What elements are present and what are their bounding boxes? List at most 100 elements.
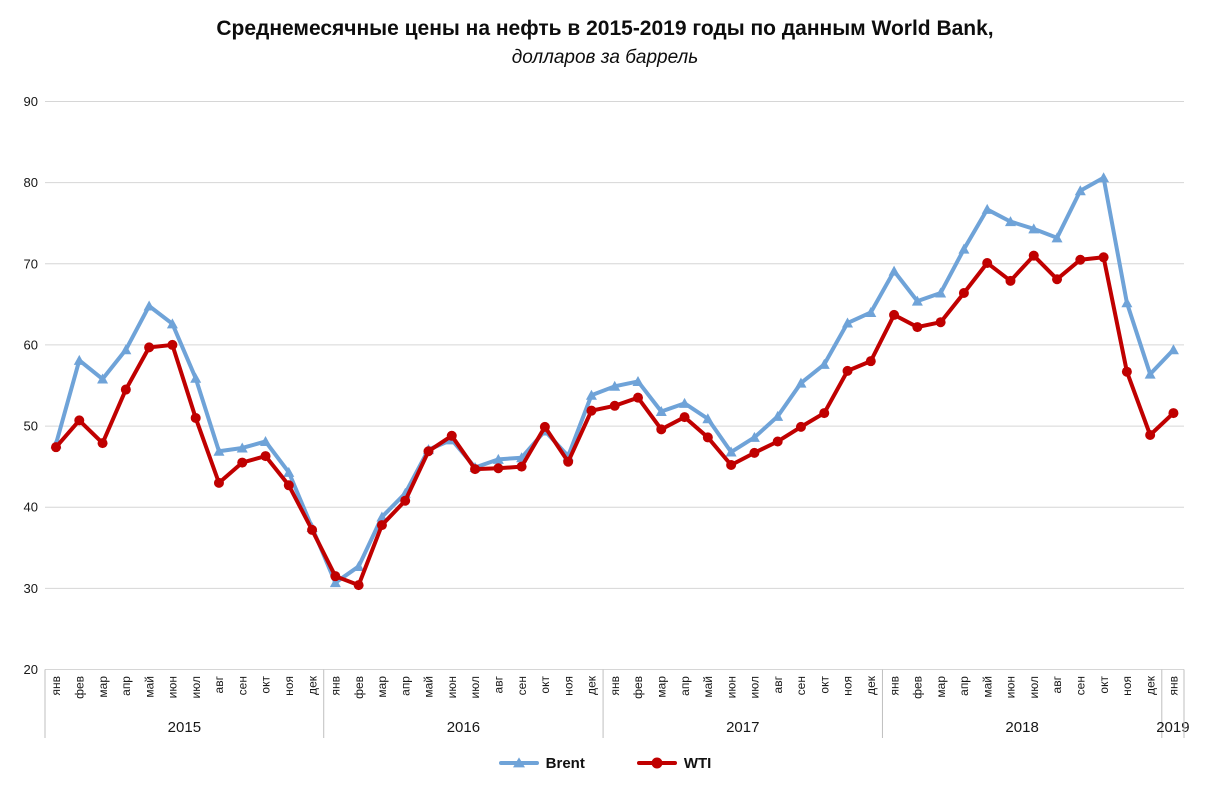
y-axis-tick-label: 80 (24, 175, 38, 190)
data-point-triangle (190, 372, 202, 383)
x-axis-year-label: 2018 (1005, 719, 1038, 736)
data-point-circle (889, 309, 900, 320)
x-axis-month-label: май (701, 676, 715, 698)
triangle-marker-icon (512, 757, 525, 768)
x-axis-month-label: авг (1050, 675, 1064, 693)
data-point-triangle (97, 373, 109, 384)
legend-label-wti: WTI (683, 754, 712, 772)
data-point-circle (120, 384, 131, 395)
x-axis-month-label: ноя (282, 676, 296, 696)
data-point-circle (376, 520, 387, 531)
y-axis-tick-label: 50 (24, 419, 38, 434)
brent-line-swatch (498, 757, 539, 768)
x-axis-month-label: окт (817, 676, 831, 694)
x-axis-month-label: янв (1167, 676, 1181, 696)
data-point-triangle (1074, 185, 1086, 196)
circle-marker-icon (651, 757, 663, 769)
data-point-triangle (376, 511, 388, 522)
data-point-triangle (1121, 297, 1133, 308)
data-point-circle (400, 495, 411, 506)
x-axis-month-label: май (142, 676, 156, 698)
data-point-triangle (842, 317, 854, 328)
x-axis-month-label: окт (1097, 676, 1111, 694)
data-point-circle (74, 415, 85, 426)
data-point-triangle (935, 287, 947, 298)
data-point-triangle (353, 560, 365, 571)
data-point-triangle (655, 405, 667, 416)
data-point-circle (749, 447, 760, 458)
data-point-circle (516, 461, 527, 472)
y-axis-tick-label: 20 (24, 662, 38, 677)
data-point-triangle (911, 295, 923, 306)
x-axis-month-label: сен (515, 676, 529, 695)
x-axis-month-label: апр (678, 676, 692, 696)
data-point-circle (213, 477, 224, 488)
data-point-triangle (585, 389, 597, 400)
legend-label-brent: Brent (545, 754, 585, 772)
data-point-circle (1145, 429, 1156, 440)
x-axis-month-label: ноя (841, 676, 855, 696)
x-axis-month-label: май (422, 676, 436, 698)
legend-item-brent: Brent (498, 754, 585, 772)
x-axis-year-label: 2015 (168, 719, 201, 736)
data-point-triangle (1051, 232, 1063, 243)
data-point-triangle (120, 344, 132, 355)
x-axis-month-label: сен (794, 676, 808, 695)
data-point-circle (167, 339, 178, 350)
data-point-circle (795, 421, 806, 432)
x-axis-month-label: ноя (1120, 676, 1134, 696)
data-point-triangle (329, 577, 341, 588)
x-axis-year-label: 2016 (447, 719, 480, 736)
data-point-triangle (888, 265, 900, 276)
data-point-triangle (73, 354, 85, 365)
y-axis-tick-label: 40 (24, 500, 38, 515)
x-axis-month-label: июл (1027, 676, 1041, 698)
x-axis-month-label: дек (1143, 675, 1157, 695)
data-point-circle (51, 442, 61, 453)
data-point-triangle (1098, 172, 1110, 183)
x-axis-month-label: мар (96, 676, 110, 698)
x-axis-month-label: мар (934, 676, 948, 698)
data-point-circle (842, 365, 853, 376)
data-point-triangle (772, 410, 784, 421)
x-axis-month-label: июл (468, 676, 482, 698)
x-axis-month-label: мар (375, 676, 389, 698)
x-axis-month-label: июл (748, 676, 762, 698)
data-point-triangle (865, 306, 877, 317)
page-title: Среднемесячные цены на нефть в 2015-2019… (216, 17, 994, 40)
x-axis-year-label: 2017 (726, 719, 759, 736)
data-point-circle (307, 524, 318, 535)
y-axis-tick-label: 60 (24, 337, 38, 352)
data-point-triangle (260, 435, 272, 446)
data-point-circle (702, 432, 713, 443)
data-point-circle (958, 287, 969, 298)
data-point-triangle (818, 358, 830, 369)
x-axis-month-label: дек (585, 675, 599, 695)
x-axis-month-label: мар (654, 676, 668, 698)
data-point-triangle (166, 318, 178, 329)
data-point-circle (912, 322, 923, 333)
data-point-triangle (748, 431, 760, 442)
data-point-circle (609, 400, 620, 411)
data-point-circle (819, 408, 830, 419)
x-axis-month-label: июн (1004, 676, 1018, 698)
chart-header: Среднемесячные цены на нефть в 2015-2019… (0, 14, 1210, 72)
data-point-circle (539, 421, 550, 432)
data-point-circle (1098, 252, 1109, 263)
data-point-circle (1121, 366, 1132, 377)
x-axis-month-label: фев (352, 676, 366, 699)
x-axis-month-label: окт (538, 676, 552, 694)
x-axis-month-label: июн (445, 676, 459, 698)
x-axis-month-label: дек (864, 675, 878, 695)
x-axis-month-label: авг (212, 675, 226, 693)
x-axis-month-label: янв (329, 676, 343, 696)
data-point-circle (656, 424, 667, 435)
data-point-circle (423, 446, 434, 457)
data-point-circle (1028, 250, 1039, 261)
data-point-triangle (1004, 216, 1016, 227)
data-point-triangle (981, 203, 993, 214)
x-axis-month-label: янв (608, 676, 622, 696)
data-point-triangle (609, 380, 621, 391)
x-axis-month-label: янв (49, 676, 63, 696)
